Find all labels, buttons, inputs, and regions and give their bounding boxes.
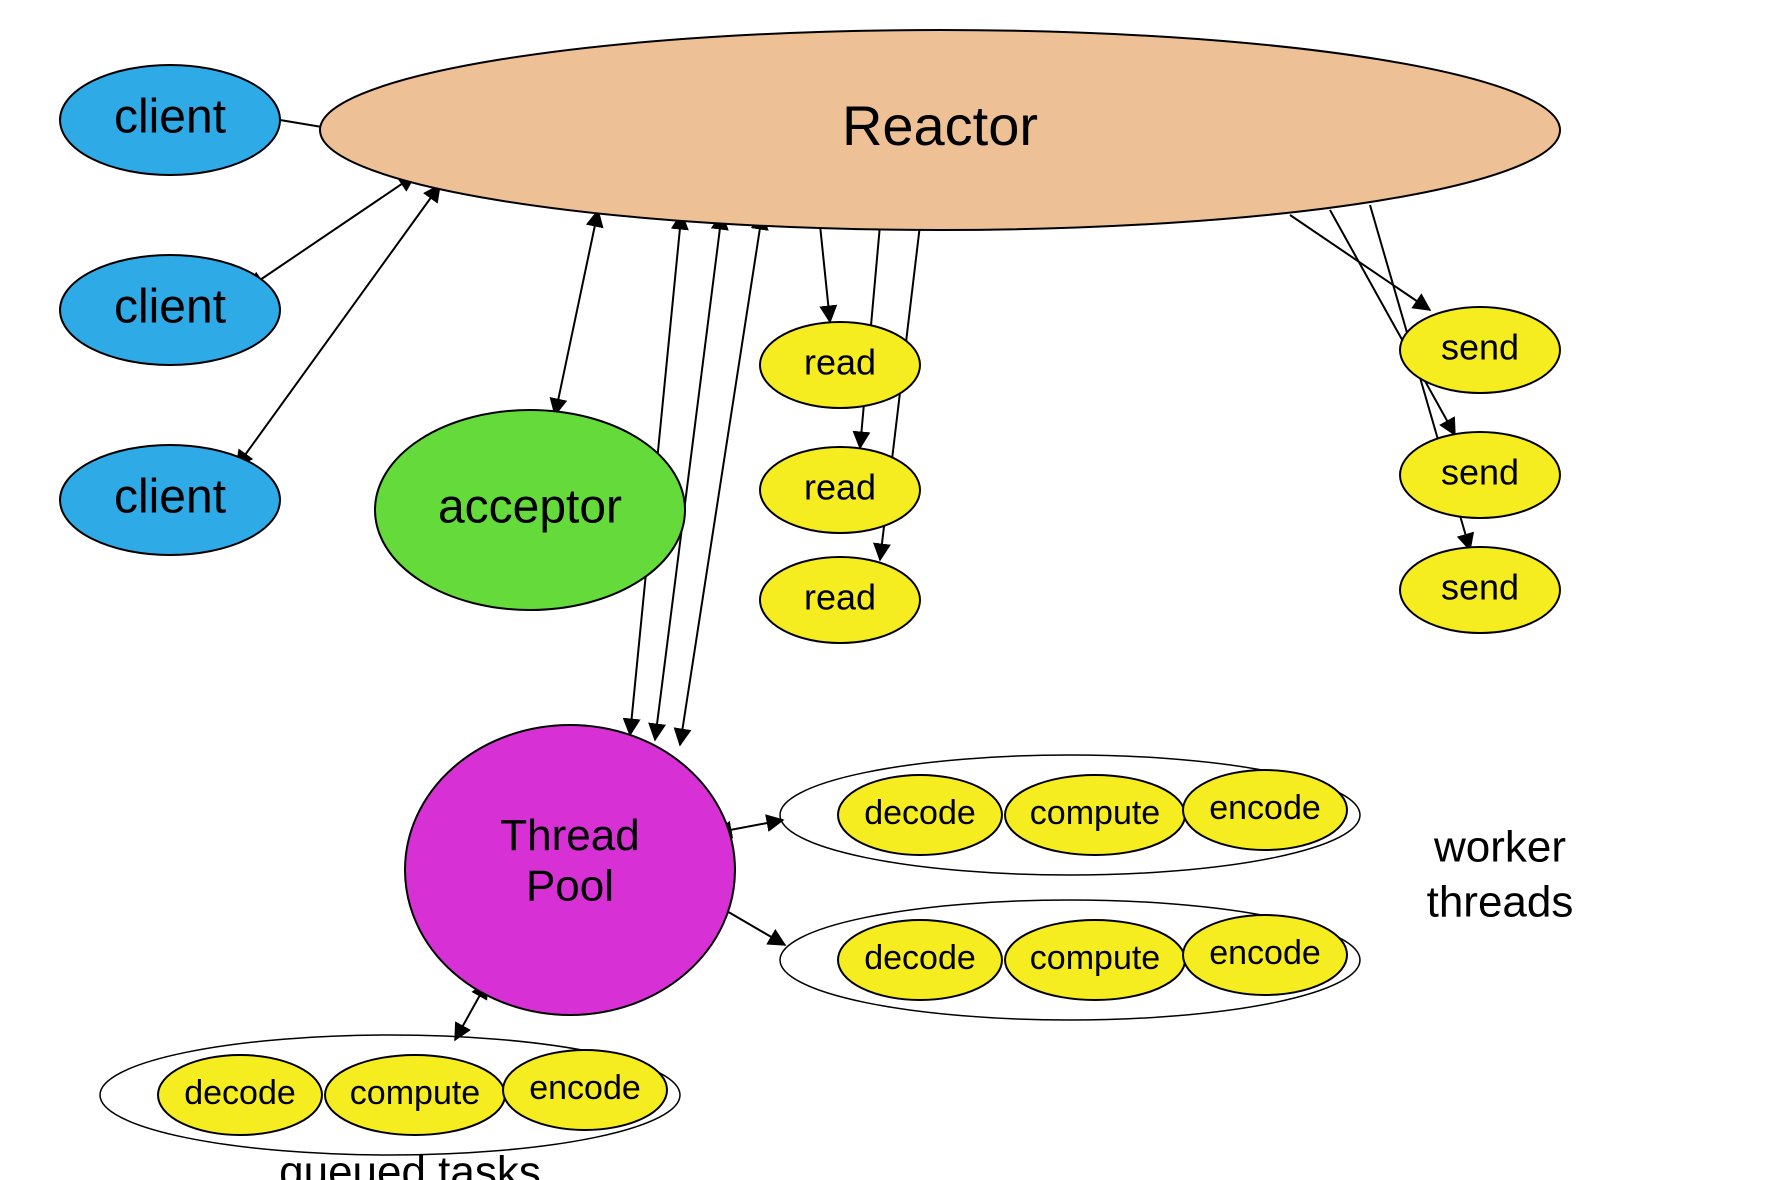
label-send3: send (1441, 567, 1519, 608)
label-w2d: decode (864, 939, 976, 977)
label-w2c: compute (1030, 939, 1160, 977)
label-w1c: compute (1030, 794, 1160, 832)
edge-1 (260, 175, 415, 280)
edge-3 (555, 225, 595, 415)
label-acceptor: acceptor (438, 481, 622, 534)
label-read2: read (804, 467, 876, 508)
free-label-worker_threads_l1: worker (1433, 823, 1566, 872)
label-qc: compute (350, 1074, 480, 1112)
label-client1: client (114, 91, 226, 144)
label-qe: encode (529, 1069, 641, 1107)
label-w1e: encode (1209, 789, 1321, 827)
label-w1d: decode (864, 794, 976, 832)
edge-4 (820, 225, 830, 322)
edge-15 (455, 995, 480, 1040)
label-reactor: Reactor (842, 94, 1038, 157)
label-read3: read (804, 577, 876, 618)
label-read1: read (804, 342, 876, 383)
edge-14 (725, 910, 785, 945)
label-client3: client (114, 471, 226, 524)
label-client2: client (114, 281, 226, 334)
diagram-canvas: client client client Reactor acceptor read rea… (0, 0, 1778, 1180)
label-w2e: encode (1209, 934, 1321, 972)
free-label-worker_threads_l2: threads (1427, 878, 1574, 927)
edge-12 (680, 228, 760, 745)
free-label-queued_tasks: queued tasks (279, 1148, 541, 1180)
edge-13 (730, 820, 783, 830)
label-qd: decode (184, 1074, 296, 1112)
label-send1: send (1441, 327, 1519, 368)
label-send2: send (1441, 452, 1519, 493)
